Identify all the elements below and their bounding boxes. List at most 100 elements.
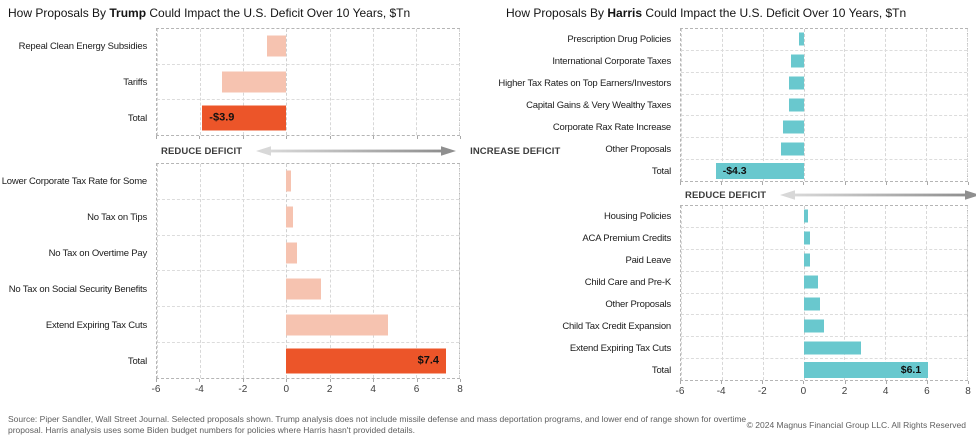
- reduce-deficit-label: REDUCE DEFICIT: [685, 189, 767, 201]
- gridline: [721, 29, 723, 181]
- axis-ticks: [8, 136, 461, 139]
- bar-row: $6.1: [681, 358, 967, 380]
- category-labels: Housing Policies ACA Premium Credits Paid …: [496, 205, 680, 381]
- bar-row: [157, 270, 459, 306]
- bar-row: -$4.3: [681, 159, 967, 181]
- axis-tick: [286, 136, 288, 139]
- bar: [803, 341, 861, 355]
- bar-row: [681, 71, 967, 94]
- gridline: [967, 206, 968, 380]
- row-label: Paid Leave: [625, 254, 671, 266]
- bar-row: [681, 93, 967, 116]
- bar: [789, 76, 804, 90]
- gridline: [329, 29, 331, 135]
- title-candidate-name: Trump: [109, 6, 147, 20]
- axis-tick-label: -4: [716, 386, 726, 397]
- bar: [267, 35, 287, 57]
- row-label: Higher Tax Rates on Top Earners/Investor…: [498, 77, 671, 89]
- direction-band: REDUCE DEFICIT INCREASE DEFICIT: [8, 139, 560, 163]
- axis-ticks: [496, 182, 969, 185]
- axis-tick-label: -6: [151, 384, 161, 395]
- row-label: Repeal Clean Energy Subsidies: [18, 40, 148, 52]
- total-bar: $6.1: [803, 361, 929, 378]
- section-increase-deficit: Lower Corporate Tax Rate for Some No Tax …: [1, 163, 460, 379]
- axis-tick-label: 8: [965, 386, 971, 397]
- label-column-spacer: [8, 382, 156, 396]
- bar-row: [681, 270, 967, 293]
- axis-tick: [926, 381, 928, 384]
- axis-tick-label: 4: [370, 384, 376, 395]
- axis-tick-label: -2: [757, 386, 767, 397]
- bar: [286, 170, 291, 192]
- axis-tick-label: -2: [238, 384, 248, 395]
- row-label: ACA Premium Credits: [582, 232, 671, 244]
- bar-rows: -$4.3: [681, 29, 967, 181]
- source-note: Source: Piper Sandler, Wall Street Journ…: [8, 414, 747, 436]
- gridline: [681, 29, 682, 181]
- bar: [803, 297, 820, 311]
- axis-tick-label: -4: [194, 384, 204, 395]
- title-suffix: Could Impact the U.S. Deficit Over 10 Ye…: [146, 6, 411, 20]
- row-label: Total: [651, 364, 671, 376]
- plot-panel: -$3.9: [156, 28, 460, 136]
- bar-row: [681, 206, 967, 227]
- row-label: Total: [127, 355, 147, 367]
- axis-tick: [199, 136, 201, 139]
- axis-tick: [329, 136, 331, 139]
- direction-band-inner: REDUCE DEFICIT INCREASE DEFICIT: [156, 145, 565, 157]
- direction-arrow-icon: [256, 146, 457, 156]
- bar-rows: $7.4: [157, 164, 459, 378]
- axis-tick: [803, 182, 805, 185]
- bar: [803, 253, 810, 267]
- total-value-label: -$3.9: [209, 111, 235, 124]
- axis-tick: [844, 381, 846, 384]
- bar: [781, 142, 804, 156]
- axis-tick: [460, 136, 461, 139]
- row-label: Capital Gains & Very Wealthy Taxes: [526, 99, 671, 111]
- axis-tick: [680, 182, 681, 185]
- bar: [286, 242, 298, 264]
- chart-title: How Proposals By Trump Could Impact the …: [8, 6, 460, 20]
- axis-tick-label: 0: [800, 386, 807, 397]
- bar: [803, 209, 808, 223]
- label-column-spacer: [496, 384, 680, 398]
- bar: [286, 206, 293, 228]
- bar-row: $7.4: [157, 342, 459, 378]
- row-label: Housing Policies: [603, 210, 671, 222]
- axis-tick: [329, 379, 331, 382]
- bar-rows: -$3.9: [157, 29, 459, 135]
- axis-ticks: [496, 381, 969, 384]
- gridline: [372, 29, 374, 135]
- axis-tick: [926, 182, 928, 185]
- harris-deficit-chart: How Proposals By Harris Could Impact the…: [496, 6, 976, 398]
- bar: [799, 32, 804, 46]
- axis-tick: [762, 381, 764, 384]
- title-candidate-name: Harris: [607, 6, 643, 20]
- total-value-label: $7.4: [417, 354, 440, 367]
- row-label: Lower Corporate Tax Rate for Some: [1, 175, 148, 187]
- axis-tick: [968, 381, 969, 384]
- title-suffix: Could Impact the U.S. Deficit Over 10 Ye…: [642, 6, 907, 20]
- row-label: No Tax on Tips: [87, 211, 147, 223]
- category-labels: Repeal Clean Energy Subsidies Tariffs Tota…: [8, 28, 156, 136]
- bar-row: [157, 164, 459, 199]
- axis-tick: [460, 379, 461, 382]
- bar: [286, 314, 388, 336]
- gridline: [200, 29, 202, 135]
- axis-tick: [844, 182, 846, 185]
- axis-tick: [242, 379, 244, 382]
- chart-body: Repeal Clean Energy Subsidies Tariffs Tota…: [1, 28, 560, 396]
- axis-tick-label: 0: [283, 384, 290, 395]
- category-labels: Lower Corporate Tax Rate for Some No Tax …: [1, 163, 156, 379]
- x-axis: -6 -4 -2 0 2 4 6 8: [8, 382, 463, 396]
- axis-tick: [762, 182, 764, 185]
- bar-row: [681, 248, 967, 271]
- tick-area: [156, 379, 461, 382]
- bar-row: [681, 115, 967, 137]
- row-label: No Tax on Overtime Pay: [48, 247, 148, 259]
- row-label: Tariffs: [123, 76, 147, 88]
- trump-deficit-chart: How Proposals By Trump Could Impact the …: [1, 6, 561, 396]
- axis-tick-label: 6: [413, 384, 420, 395]
- plot-panel: $7.4: [156, 163, 460, 379]
- bar: [221, 71, 287, 93]
